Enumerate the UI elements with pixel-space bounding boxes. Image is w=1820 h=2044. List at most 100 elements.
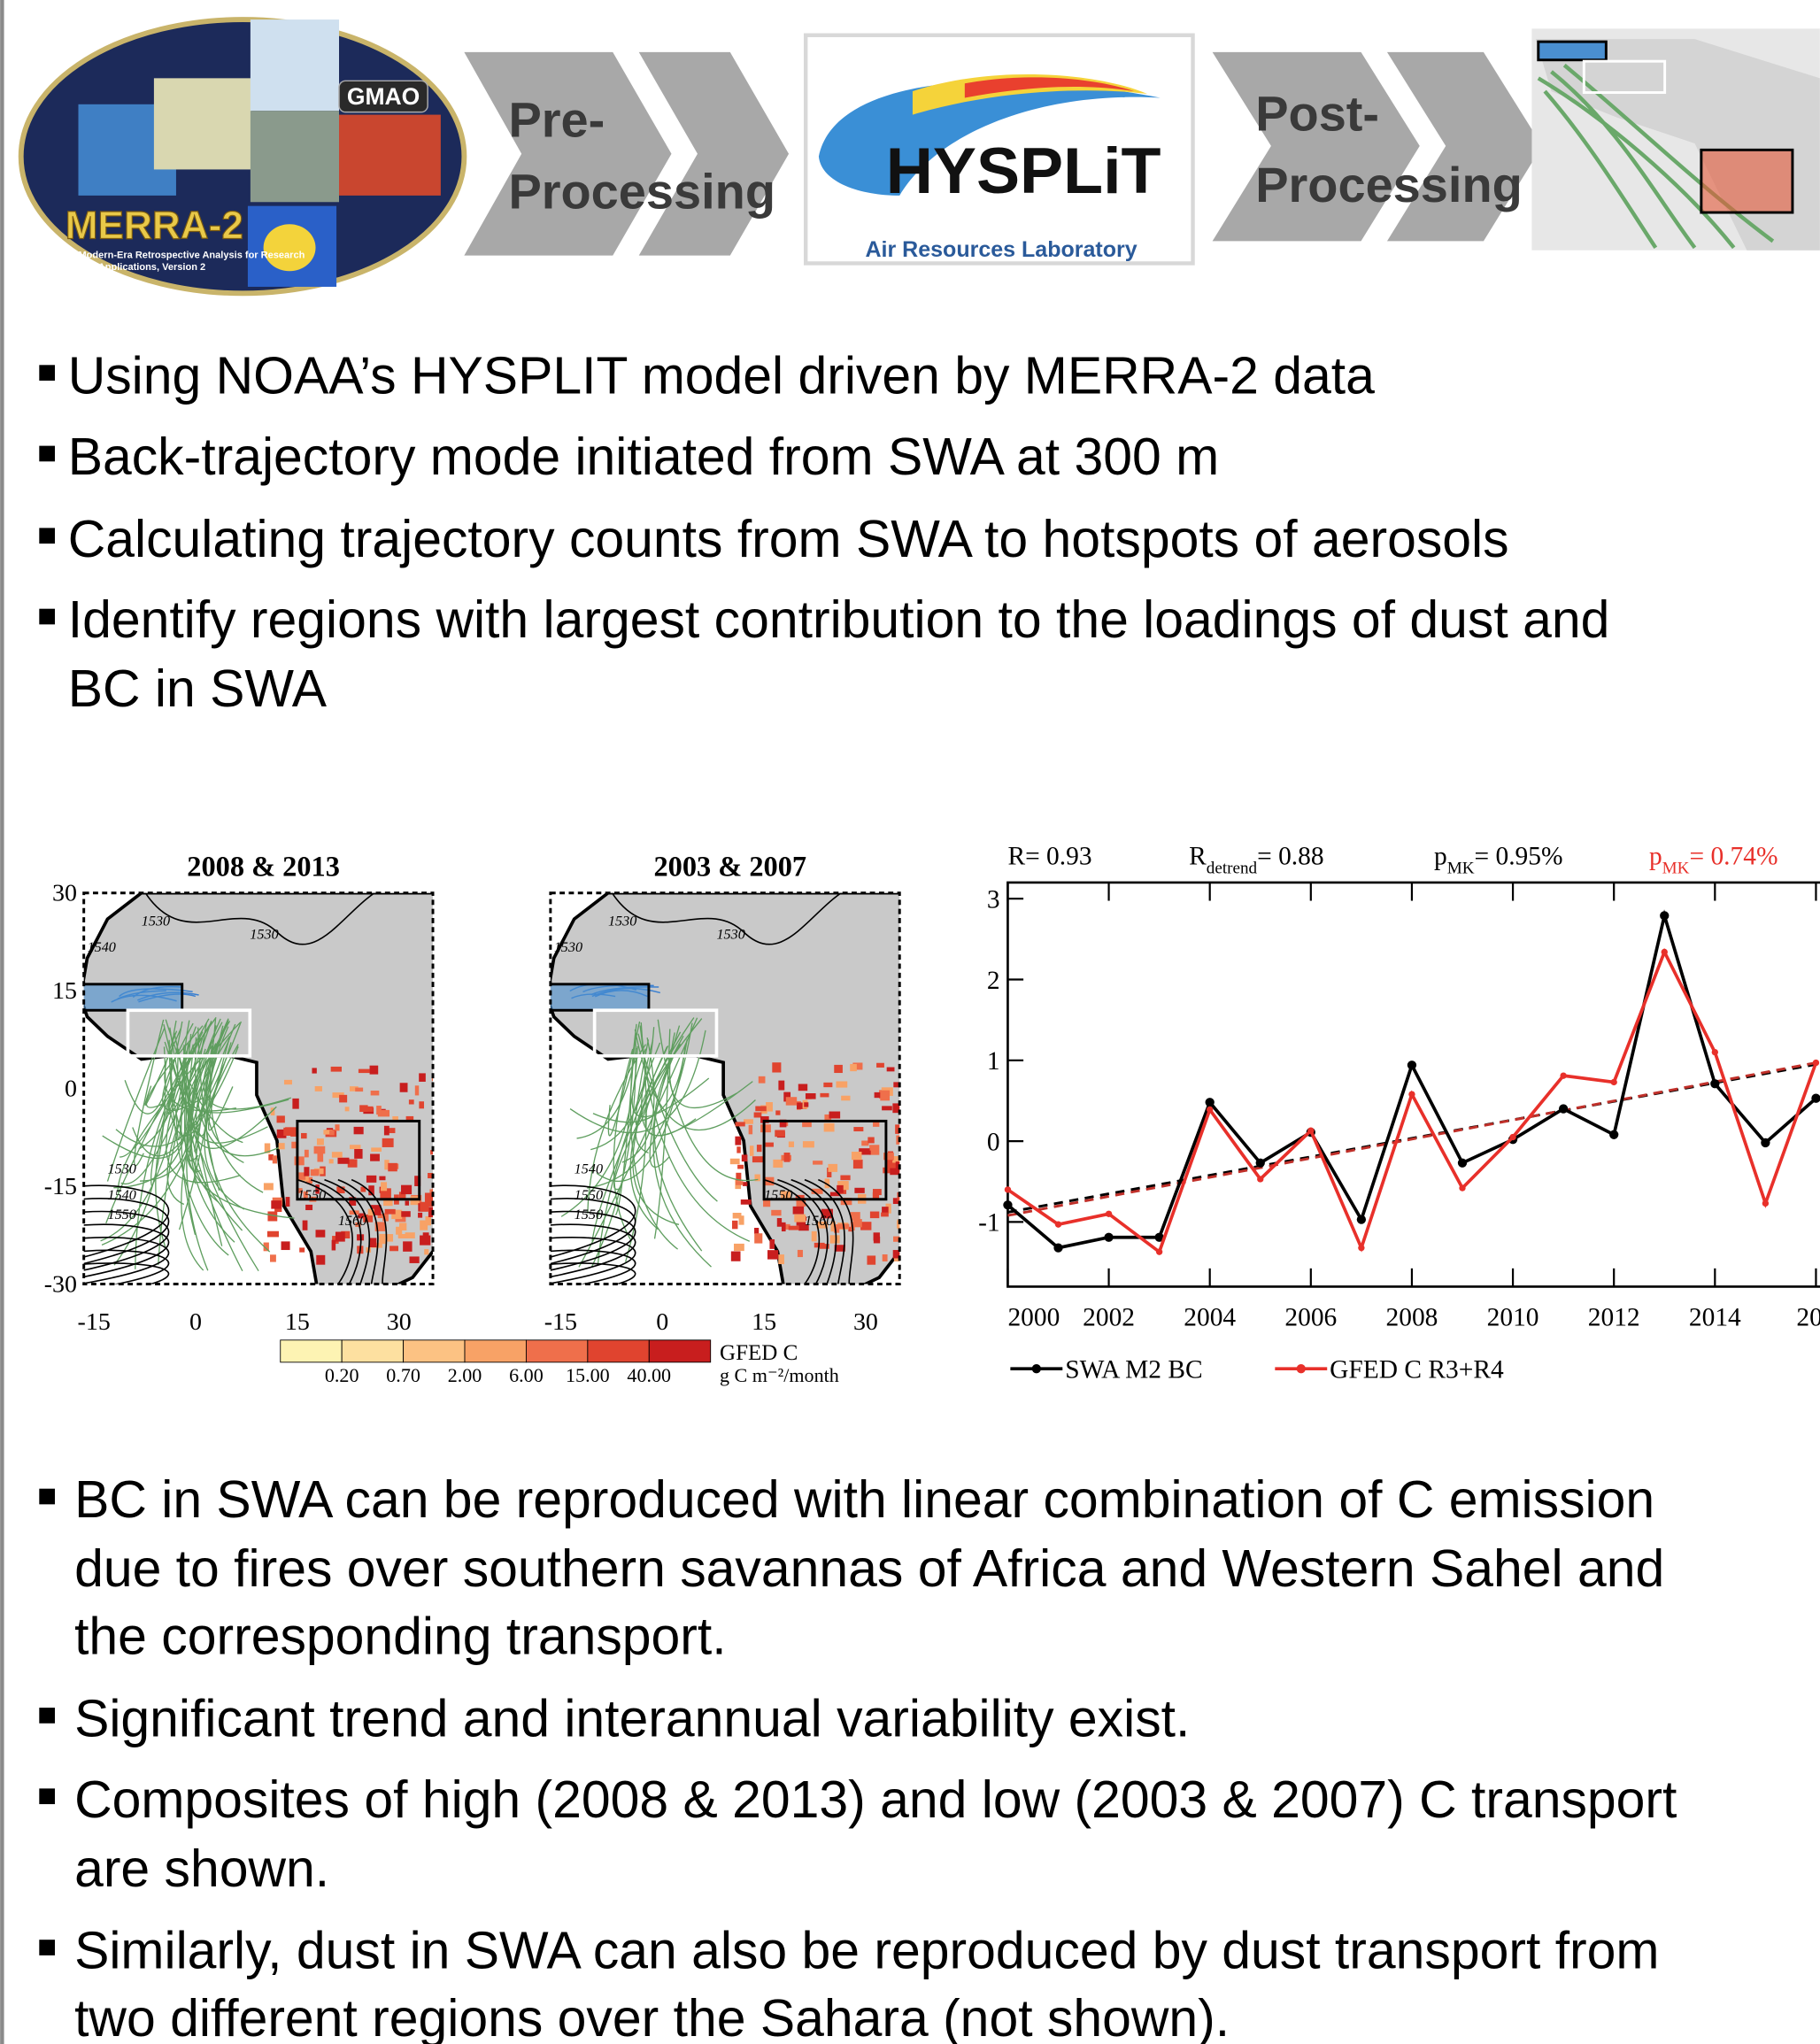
annotation-text: R= 0.93 [1007,842,1091,870]
fire-pixel [742,1154,748,1161]
series-point [1509,1134,1515,1140]
contour-label: 1550 [764,1187,792,1203]
step-label: Processing [1255,157,1523,212]
contour-label: 1530 [142,914,170,929]
fire-pixel [754,1228,759,1234]
bullet-text: Back-trajectory mode initiated from SWA … [68,428,1219,486]
fire-pixel [273,1155,277,1163]
series-point [1458,1159,1467,1168]
bullet-marker [39,1489,55,1505]
thumbnail-map [1531,28,1819,250]
poster-panel: GMAOMERRA-2Modern-Era Retrospective Anal… [0,0,1820,2044]
fire-pixel [281,1241,290,1250]
fire-pixel [798,1084,807,1091]
fire-pixel [419,1101,424,1108]
series-point [1358,1245,1364,1251]
fire-pixel [284,1080,292,1084]
bullet-text: BC in SWA [68,660,328,718]
fire-pixel [335,1232,345,1242]
fire-pixel [406,1116,414,1120]
contour-label: 1540 [575,1161,603,1176]
left-border [0,0,4,2044]
fire-pixel [769,1239,775,1249]
fire-pixel [830,1235,840,1243]
fire-pixel [731,1252,741,1261]
annotation-sub: detrend [1207,860,1258,878]
bullet-text: Identify regions with largest contributi… [68,591,1610,649]
fire-pixel [802,1122,812,1127]
map-content [81,886,472,1297]
fire-pixel [896,1136,907,1145]
fire-pixel [736,1146,740,1153]
fire-pixel [829,1112,841,1119]
fire-pixel [401,1185,412,1194]
contour-label: 1530 [107,1161,135,1176]
merra-subtitle: and Applications, Version 2 [78,262,205,273]
annotation: R= 0.93 [1007,842,1091,870]
step-label: Processing [508,164,775,220]
bullet-text: the corresponding transport. [74,1608,727,1666]
x-tick-label: 2008 [1386,1304,1438,1332]
colorbar-cell [281,1340,342,1362]
annotation-rest: = 0.74% [1689,842,1778,870]
fire-pixel [371,1147,382,1152]
series-point [1307,1128,1314,1134]
series-point [1662,949,1668,955]
x-tick-label: 2006 [1284,1304,1337,1332]
colorbar-label: 15.00 [566,1364,610,1386]
bullet-marker [39,1940,55,1955]
map-panel: 153015301530154015501550155015602003 & 2… [544,852,938,1336]
annotation-rest: = 0.88 [1257,842,1323,870]
fire-pixel [271,1200,281,1208]
fire-pixel [766,1143,774,1147]
bullet-text: two different regions over the Sahara (n… [74,1990,1230,2044]
lon-tick-label: 15 [752,1308,776,1336]
series-point [1609,1130,1618,1139]
fire-pixel [881,1213,889,1217]
fire-pixel [868,1138,874,1144]
fire-pixel [876,1063,884,1068]
annotation: Rdetrend= 0.88 [1189,842,1323,877]
fire-pixel [775,1130,785,1138]
fire-pixel [775,1110,780,1115]
contour-label: 1530 [716,926,744,942]
fire-pixel [730,1159,740,1164]
x-tick-label: 201 [1796,1304,1820,1332]
bullet-text: are shown. [74,1840,329,1898]
fire-pixel [749,1125,752,1134]
series-point [1055,1221,1061,1227]
colorbar-label: 0.20 [325,1364,359,1386]
series-point [1407,1061,1416,1069]
contour-label: 1530 [250,926,278,942]
fire-pixel [741,1199,752,1205]
fire-pixel [379,1176,385,1181]
fire-pixel [354,1127,364,1134]
fire-pixel [733,1213,742,1218]
fire-pixel [882,1207,889,1213]
lat-tick-label: 30 [52,880,77,907]
series-point [1559,1104,1568,1113]
fire-pixel [415,1085,419,1095]
fire-pixel [743,1182,747,1186]
lat-tick-label: -15 [44,1173,77,1200]
hysplit-subtitle: Air Resources Laboratory [865,237,1137,262]
fire-pixel [735,1137,741,1145]
fire-pixel [355,1088,363,1092]
fire-pixel [425,1216,431,1225]
region-box [547,984,649,1010]
fire-pixel [359,1105,367,1112]
map-content [547,886,938,1297]
series-point [1257,1176,1263,1182]
fire-pixel [354,1149,362,1159]
fire-pixel [734,1244,744,1251]
series-point [1206,1098,1215,1107]
fire-pixel [329,1130,335,1136]
fire-pixel [329,1159,334,1163]
colorbar-label: 40.00 [627,1364,671,1386]
fire-pixel [335,1124,339,1130]
y-tick-label: 2 [987,967,1000,995]
fire-pixel [873,1189,882,1195]
x-tick-label: 2014 [1689,1304,1741,1332]
gmao-label: GMAO [347,83,420,110]
legend-label: SWA M2 BC [1065,1356,1202,1385]
